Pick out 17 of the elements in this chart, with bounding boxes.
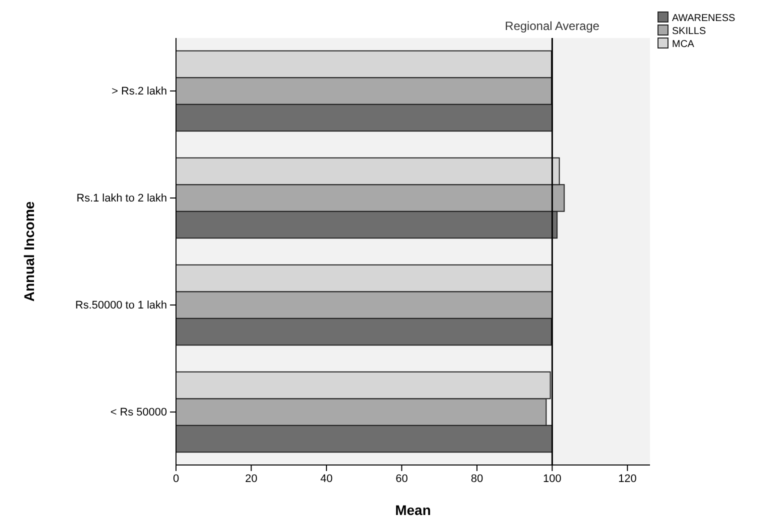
y-axis-title: Annual Income [21,201,37,302]
x-tick-label: 0 [172,472,180,485]
y-tick-label: > Rs.2 lakh [112,85,167,98]
x-tick-label: 40 [320,472,333,485]
y-tick-label: Rs.50000 to 1 lakh [75,300,167,312]
x-tick-label: 20 [245,472,258,485]
ref-line-label: Regional Average [504,19,600,33]
y-tick-label: Rs.1 lakh to 2 lakh [76,192,167,205]
legend-label: MCA [672,39,695,50]
x-tick-label: 100 [543,472,562,485]
x-tick-label: 120 [618,472,637,485]
y-tick-label: < Rs 50000 [110,406,167,419]
x-tick-label: 60 [396,472,408,485]
x-axis-title: Mean [395,502,431,518]
legend-label: AWARENESS [672,13,736,24]
legend-label: SKILLS [672,26,706,37]
x-tick-label: 80 [470,472,484,485]
